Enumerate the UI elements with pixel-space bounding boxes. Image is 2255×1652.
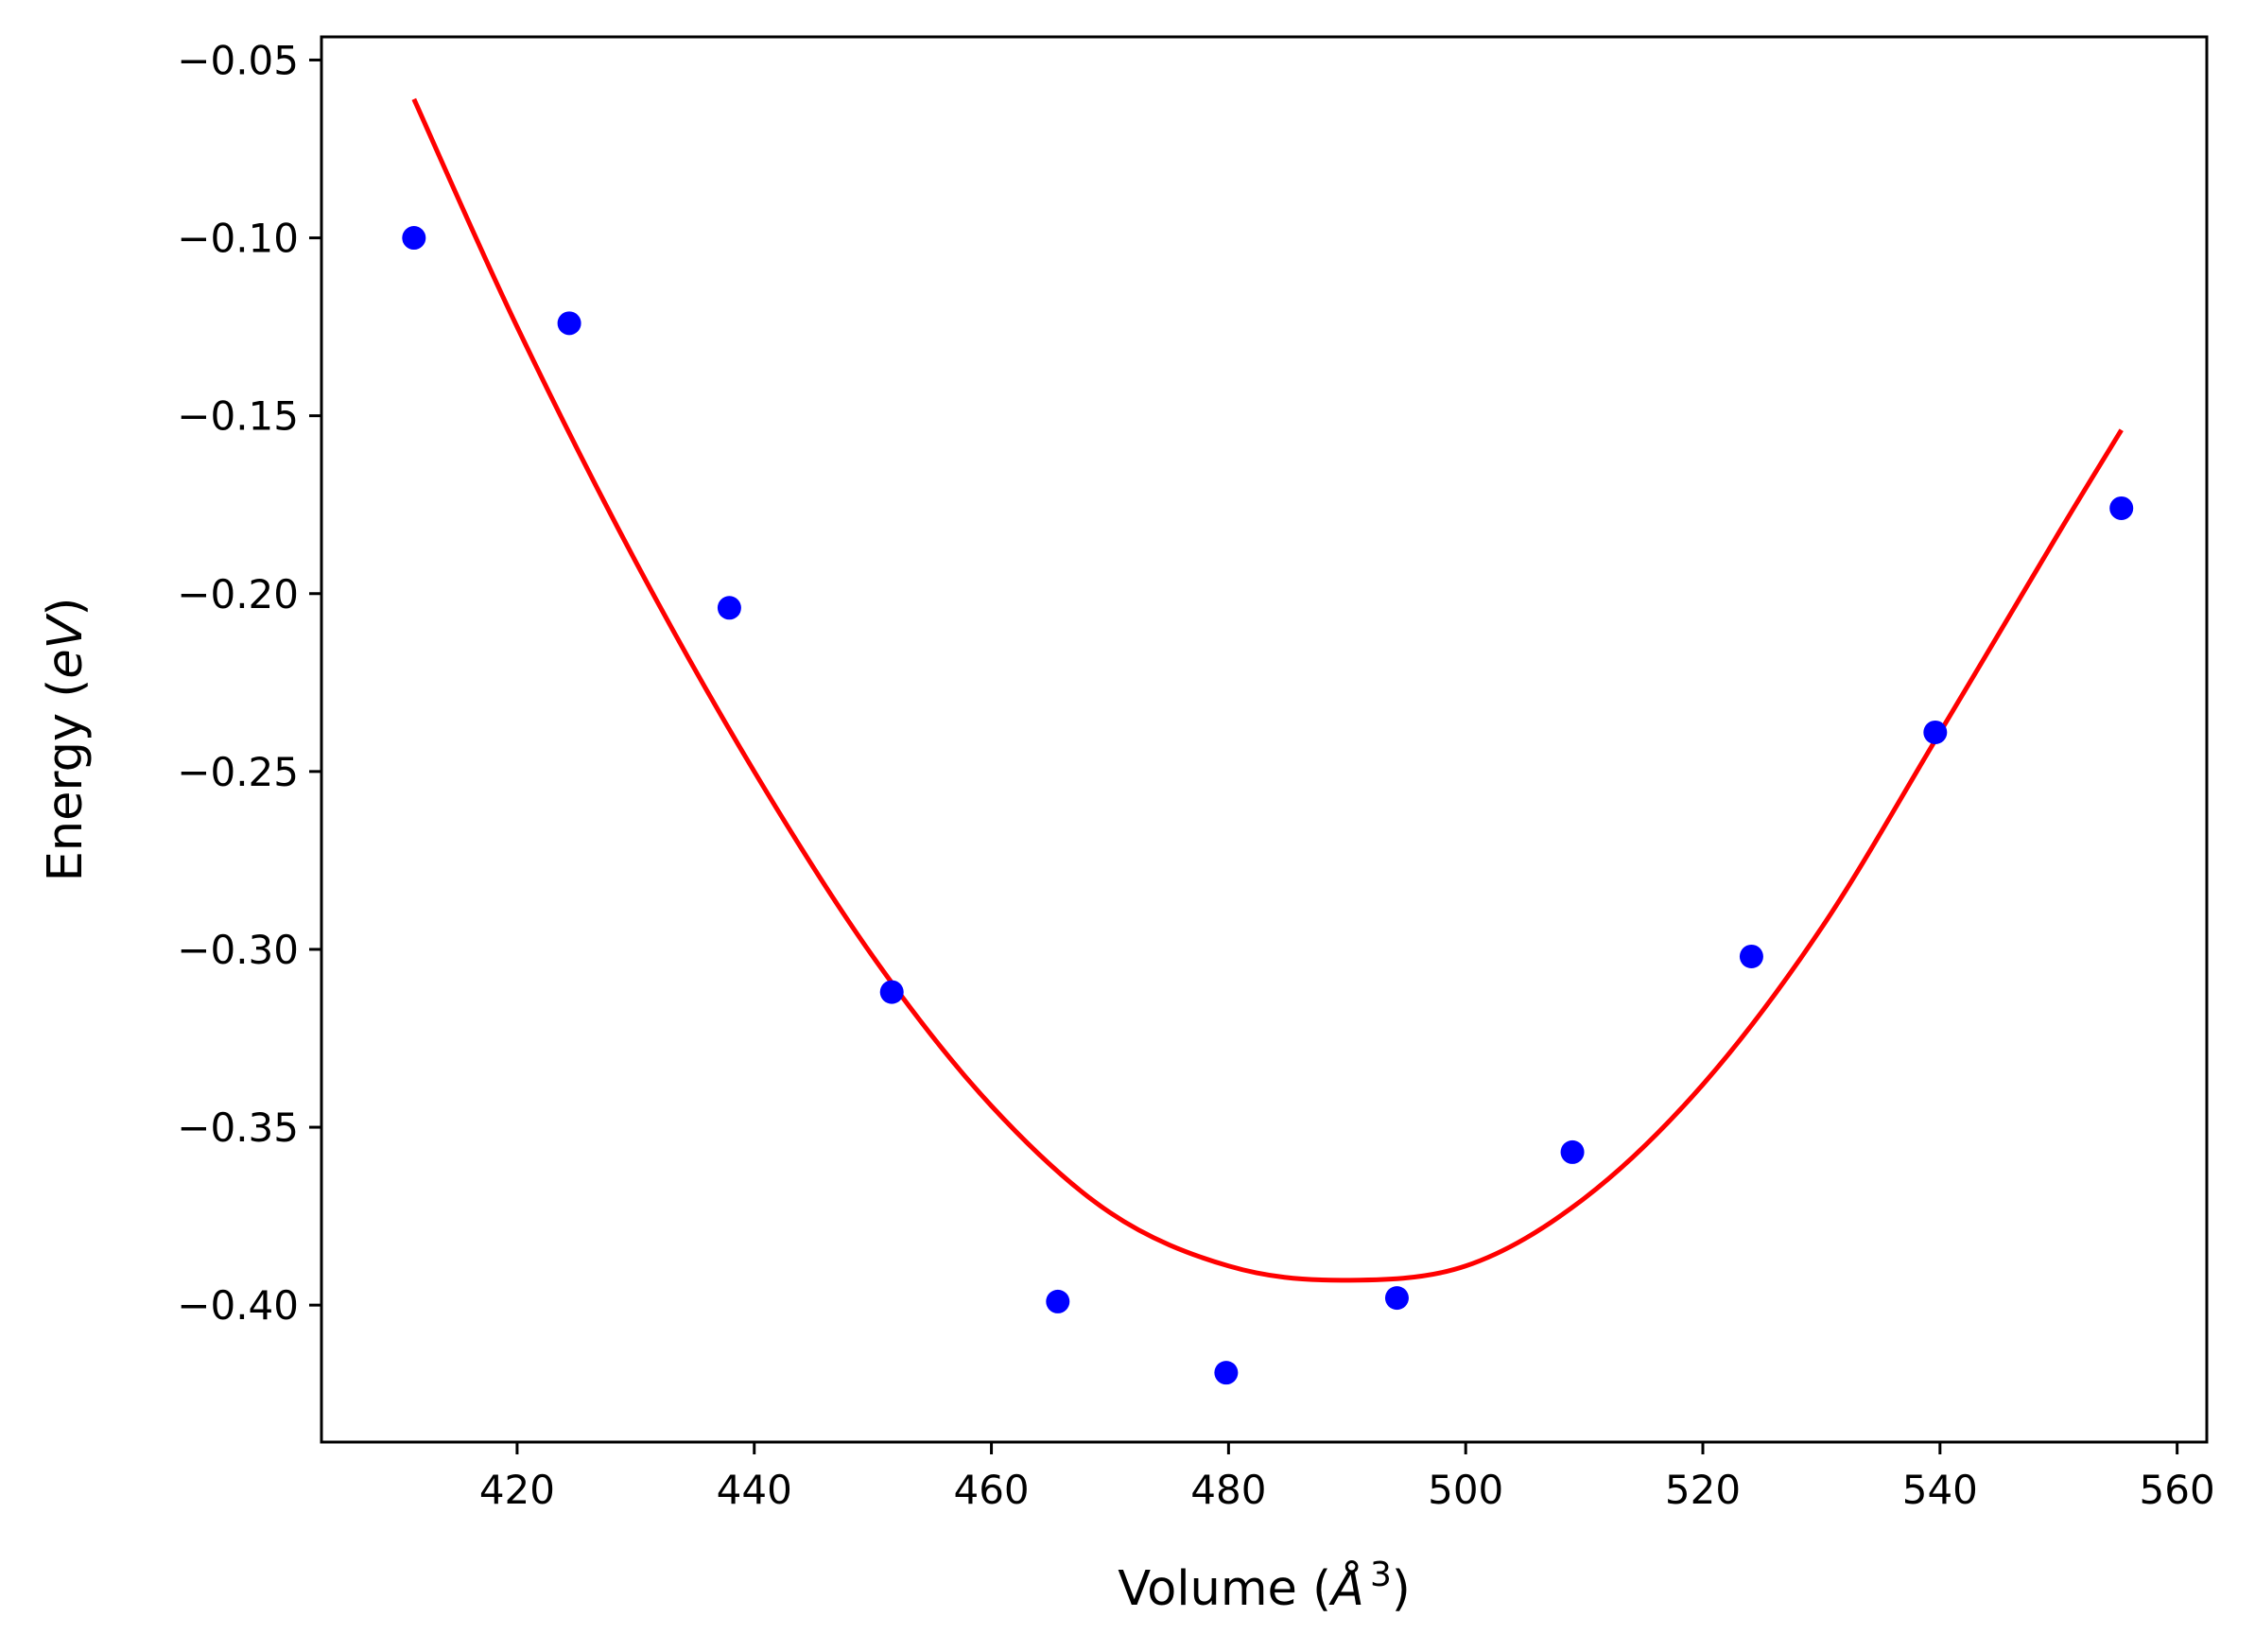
y-axis-title-unit: eV	[38, 613, 94, 678]
data-point	[1384, 1286, 1409, 1311]
x-tick-label: 480	[1190, 1467, 1266, 1513]
x-tick-label: 460	[953, 1467, 1029, 1513]
axes: 420 440 460 480 500 520 540 560 −0.05 −0.10 −0.15 −…	[177, 35, 2215, 1513]
data-point	[557, 311, 581, 336]
y-tick-label: −0.05	[177, 37, 299, 83]
fit-curve	[411, 97, 2124, 1283]
data-point	[1739, 944, 1763, 968]
x-axis-title: Volume (Å 3)	[1118, 1556, 1411, 1618]
x-axis-title-exponent: 3	[1370, 1556, 1392, 1594]
x-tick-label: 560	[2140, 1467, 2215, 1513]
y-axis-title: Energy (eV)	[38, 598, 94, 882]
y-tick-label: −0.25	[177, 749, 299, 795]
x-tick-label: 540	[1902, 1467, 1978, 1513]
plot-area	[402, 97, 2134, 1385]
x-axis-title-symbol: Å	[1328, 1558, 1364, 1617]
data-point	[1923, 720, 1948, 744]
x-tick-label: 440	[717, 1467, 792, 1513]
plot-frame	[320, 35, 2209, 1444]
y-tick-label: −0.30	[177, 927, 299, 973]
x-axis-title-suffix: )	[1392, 1561, 1411, 1617]
y-tick-label: −0.10	[177, 216, 299, 262]
y-axis-title-suffix: )	[38, 598, 94, 617]
data-point	[402, 226, 426, 251]
y-axis-title-prefix: Energy (	[38, 679, 94, 882]
x-axis-title-prefix: Volume (	[1118, 1561, 1331, 1617]
data-point	[2109, 496, 2134, 520]
y-tick-label: −0.15	[177, 393, 299, 440]
data-point	[717, 596, 741, 620]
data-point	[1046, 1289, 1070, 1313]
x-tick-label: 520	[1665, 1467, 1741, 1513]
x-tick-label: 420	[479, 1467, 555, 1513]
y-tick-label: −0.35	[177, 1104, 299, 1151]
y-tick-label: −0.40	[177, 1282, 299, 1329]
data-point	[1560, 1139, 1585, 1164]
y-tick-label: −0.20	[177, 571, 299, 617]
x-tick-label: 500	[1428, 1467, 1503, 1513]
data-point	[879, 980, 904, 1004]
data-point	[1214, 1361, 1239, 1385]
